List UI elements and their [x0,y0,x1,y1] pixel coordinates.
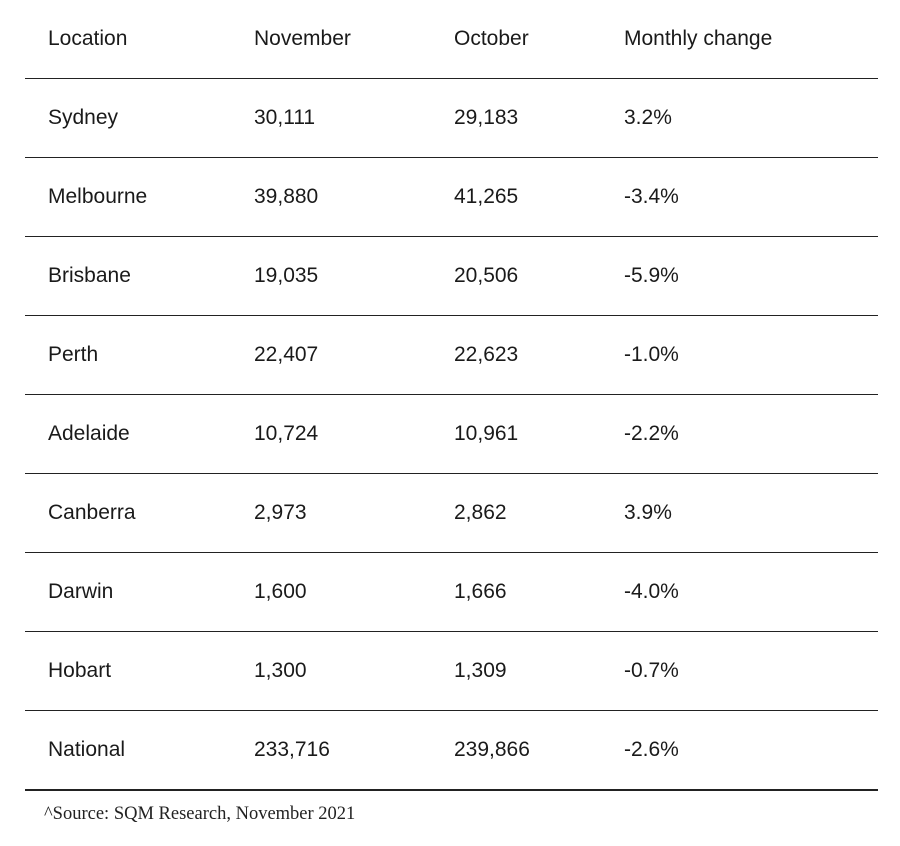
table-row: Melbourne 39,880 41,265 -3.4% [25,157,878,237]
cell-monthly-change: 3.9% [601,473,878,553]
cell-monthly-change: -2.6% [601,710,878,791]
cell-location: Melbourne [25,157,231,237]
cell-october: 41,265 [431,157,601,237]
header-october: October [431,0,601,79]
cell-october: 1,309 [431,631,601,711]
table-row: Brisbane 19,035 20,506 -5.9% [25,236,878,316]
listings-table: Location November October Monthly change… [25,0,878,791]
cell-october: 10,961 [431,394,601,474]
cell-november: 1,600 [231,552,431,632]
table-header: Location November October Monthly change [25,0,878,79]
cell-october: 2,862 [431,473,601,553]
cell-location: National [25,710,231,791]
cell-location: Perth [25,315,231,395]
table-row: Darwin 1,600 1,666 -4.0% [25,552,878,632]
cell-monthly-change: -1.0% [601,315,878,395]
cell-location: Brisbane [25,236,231,316]
table-row-total: National 233,716 239,866 -2.6% [25,710,878,791]
cell-monthly-change: -5.9% [601,236,878,316]
cell-november: 19,035 [231,236,431,316]
cell-monthly-change: -2.2% [601,394,878,474]
cell-october: 29,183 [431,78,601,158]
cell-location: Adelaide [25,394,231,474]
cell-location: Canberra [25,473,231,553]
cell-november: 233,716 [231,710,431,791]
table-row: Hobart 1,300 1,309 -0.7% [25,631,878,711]
cell-november: 2,973 [231,473,431,553]
cell-october: 1,666 [431,552,601,632]
cell-november: 39,880 [231,157,431,237]
cell-october: 239,866 [431,710,601,791]
header-location: Location [25,0,231,79]
table-row: Perth 22,407 22,623 -1.0% [25,315,878,395]
cell-november: 22,407 [231,315,431,395]
cell-november: 10,724 [231,394,431,474]
cell-monthly-change: -3.4% [601,157,878,237]
cell-october: 20,506 [431,236,601,316]
table-row: Canberra 2,973 2,862 3.9% [25,473,878,553]
cell-november: 1,300 [231,631,431,711]
cell-november: 30,111 [231,78,431,158]
header-row: Location November October Monthly change [25,0,878,79]
cell-monthly-change: -4.0% [601,552,878,632]
source-note: ^Source: SQM Research, November 2021 [44,804,356,824]
cell-monthly-change: 3.2% [601,78,878,158]
cell-location: Darwin [25,552,231,632]
header-november: November [231,0,431,79]
table-body: Sydney 30,111 29,183 3.2% Melbourne 39,8… [25,78,878,791]
table-row: Sydney 30,111 29,183 3.2% [25,78,878,158]
cell-location: Sydney [25,78,231,158]
header-monthly-change: Monthly change [601,0,878,79]
data-table-container: Location November October Monthly change… [25,0,878,791]
cell-october: 22,623 [431,315,601,395]
table-row: Adelaide 10,724 10,961 -2.2% [25,394,878,474]
cell-monthly-change: -0.7% [601,631,878,711]
cell-location: Hobart [25,631,231,711]
